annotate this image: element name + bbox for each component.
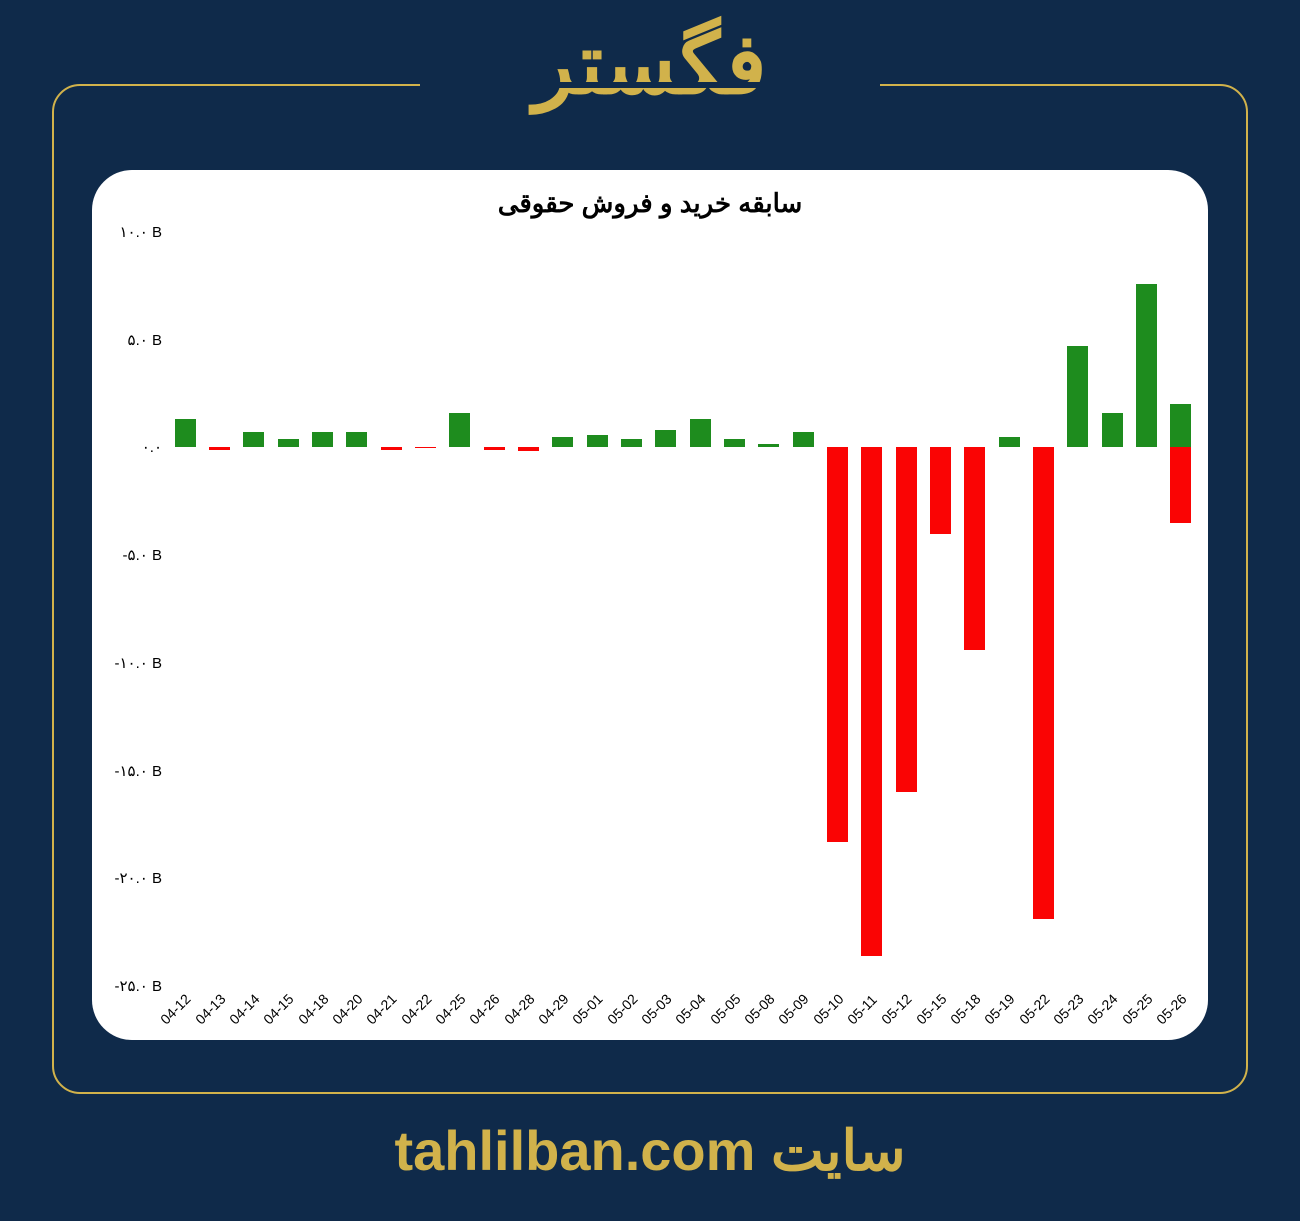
- x-tick-label: 05-02: [604, 991, 641, 1028]
- x-tick-label: 05-18: [947, 991, 984, 1028]
- bar: [930, 447, 951, 533]
- x-tick-label: 04-13: [192, 991, 229, 1028]
- x-tick-label: 05-03: [638, 991, 675, 1028]
- x-tick-label: 05-11: [844, 991, 880, 1027]
- x-tick-label: 05-24: [1084, 991, 1121, 1028]
- x-tick-label: 04-28: [501, 991, 538, 1028]
- bar: [209, 447, 230, 449]
- bar: [312, 432, 333, 447]
- y-tick-label: -۲۰.۰ B: [114, 869, 162, 887]
- x-tick-label: 05-08: [741, 991, 778, 1028]
- x-tick-label: 05-25: [1119, 991, 1156, 1028]
- bar: [758, 444, 779, 447]
- x-tick-label: 05-23: [1050, 991, 1087, 1028]
- bar: [415, 447, 436, 448]
- bar: [518, 447, 539, 450]
- bar: [278, 439, 299, 448]
- bar: [793, 432, 814, 447]
- bar: [1033, 447, 1054, 919]
- bar: [346, 432, 367, 447]
- x-tick-label: 05-09: [775, 991, 812, 1028]
- footer-text: سایت tahlilban.com: [0, 1118, 1300, 1184]
- bar: [1136, 284, 1157, 448]
- y-tick-label: -۵.۰ B: [123, 546, 162, 564]
- chart-card: سابقه خرید و فروش حقوقی ۱۰.۰ B ۵.۰ B ۰.۰ -۵.…: [92, 170, 1208, 1040]
- chart-title: سابقه خرید و فروش حقوقی: [92, 188, 1208, 219]
- x-tick-label: 05-12: [878, 991, 915, 1028]
- x-tick-label: 05-04: [672, 991, 709, 1028]
- page-root: فگستر سابقه خرید و فروش حقوقی ۱۰.۰ B ۵.۰ B ۰…: [0, 0, 1300, 1221]
- bar: [1170, 404, 1191, 447]
- bar: [175, 419, 196, 447]
- header-title: فگستر: [430, 14, 870, 115]
- x-tick-label: 05-15: [913, 991, 950, 1028]
- x-tick-label: 04-22: [398, 991, 435, 1028]
- bar: [587, 435, 608, 448]
- bar: [621, 439, 642, 448]
- x-tick-label: 04-26: [466, 991, 503, 1028]
- bar: [1067, 346, 1088, 447]
- bar: [484, 447, 505, 450]
- header-border-mask: [420, 82, 880, 88]
- bar: [552, 437, 573, 448]
- x-tick-label: 05-26: [1153, 991, 1190, 1028]
- bar: [449, 413, 470, 447]
- y-tick-label: ۰.۰: [142, 438, 162, 456]
- x-tick-label: 05-19: [981, 991, 1018, 1028]
- bar: [827, 447, 848, 841]
- bar: [381, 447, 402, 449]
- x-tick-label: 05-01: [569, 991, 606, 1028]
- bar: [724, 439, 745, 448]
- bar: [655, 430, 676, 447]
- x-tick-label: 04-18: [295, 991, 332, 1028]
- x-tick-label: 04-29: [535, 991, 572, 1028]
- bar: [690, 419, 711, 447]
- y-tick-label: -۱۰.۰ B: [114, 654, 162, 672]
- bar: [861, 447, 882, 955]
- bar: [896, 447, 917, 792]
- x-tick-label: 05-05: [707, 991, 744, 1028]
- y-tick-label: ۵.۰ B: [128, 331, 162, 349]
- bar: [1102, 413, 1123, 447]
- plot-area: [168, 232, 1198, 986]
- bar: [999, 437, 1020, 448]
- y-tick-label: ۱۰.۰ B: [119, 223, 162, 241]
- x-tick-label: 04-15: [260, 991, 297, 1028]
- bar: [1170, 447, 1191, 522]
- x-tick-label: 05-10: [810, 991, 847, 1028]
- y-tick-label: -۱۵.۰ B: [114, 762, 162, 780]
- x-tick-label: 04-21: [363, 991, 400, 1028]
- x-tick-label: 05-22: [1016, 991, 1053, 1028]
- x-tick-label: 04-12: [157, 991, 194, 1028]
- x-tick-label: 04-14: [226, 991, 263, 1028]
- bar: [964, 447, 985, 650]
- x-tick-label: 04-20: [329, 991, 366, 1028]
- bar: [243, 432, 264, 447]
- x-tick-label: 04-25: [432, 991, 469, 1028]
- y-tick-label: -۲۵.۰ B: [114, 977, 162, 995]
